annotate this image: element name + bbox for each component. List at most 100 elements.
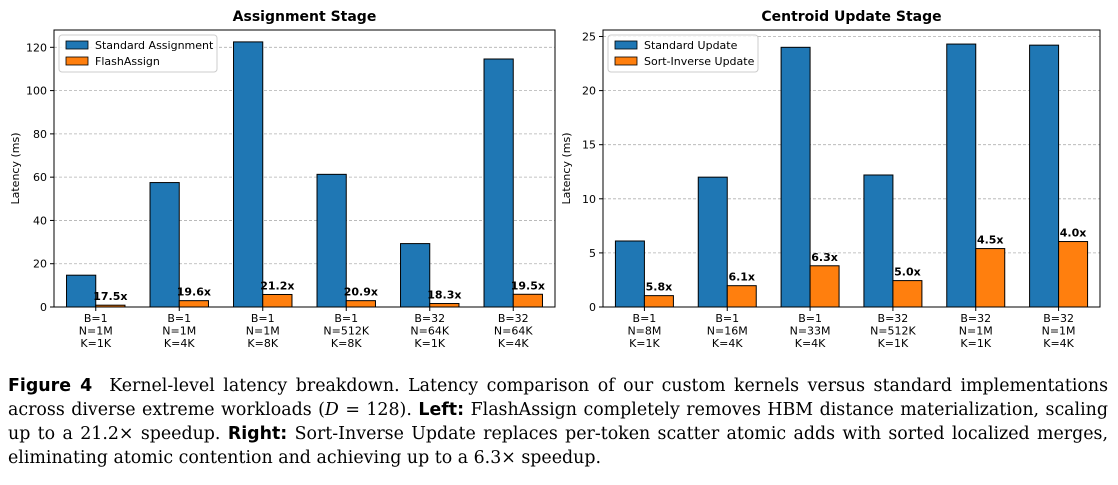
bar-optimized <box>178 300 209 308</box>
speedup-annotation: 20.9x <box>344 286 378 299</box>
x-tick-label: K=8K <box>331 337 362 350</box>
chart-panel-1: 17.5x 19.6x 21.2x 20.9x 18.3x 19.5x 0 20 40 60 80 1… <box>9 9 556 350</box>
x-tick-label: B=1 <box>798 312 822 325</box>
x-tick-label: B=1 <box>251 312 275 325</box>
x-tick-label: N=1M <box>162 325 196 338</box>
speedup-annotation: 21.2x <box>260 279 294 292</box>
x-tick-label: K=1K <box>960 337 991 350</box>
chart-title: Assignment Stage <box>233 9 377 25</box>
x-tick-label: N=1M <box>79 325 113 338</box>
caption-math-rest: = 128). <box>338 400 412 420</box>
x-tick-label: B=32 <box>498 312 529 325</box>
x-tick-label: N=16M <box>707 325 748 338</box>
bar-standard <box>780 46 811 308</box>
x-tick-label: N=512K <box>323 325 369 338</box>
axes-frame <box>53 29 556 308</box>
caption-right-label: Right: <box>227 424 288 444</box>
bar-optimized <box>892 280 923 308</box>
bar-standard <box>863 174 894 308</box>
caption-title: Kernel-level latency breakdown. Latency … <box>8 376 1109 420</box>
y-tick-label: 120 <box>26 41 47 54</box>
legend-swatch <box>65 40 89 50</box>
bar-standard <box>66 274 97 308</box>
bar-standard <box>233 41 264 308</box>
bar-standard <box>946 43 977 308</box>
legend-swatch <box>65 56 89 66</box>
y-tick-label: 0 <box>40 301 47 314</box>
x-tick-label: K=1K <box>878 337 909 350</box>
x-tick-label: N=1M <box>959 325 993 338</box>
y-axis-label: Latency (ms) <box>9 132 22 204</box>
bar-optimized <box>975 248 1006 308</box>
x-tick-label: K=1K <box>414 337 445 350</box>
bar-standard <box>483 58 514 308</box>
x-tick-label: B=1 <box>167 312 191 325</box>
legend-label: Sort-Inverse Update <box>644 55 755 68</box>
bar-optimized <box>1058 241 1089 308</box>
speedup-annotation: 19.6x <box>177 286 211 299</box>
caption-left-label: Left: <box>418 400 465 420</box>
x-tick-label: N=8M <box>627 325 661 338</box>
x-tick-label: N=64K <box>410 325 449 338</box>
bar-optimized <box>726 285 757 308</box>
x-tick-label: B=32 <box>414 312 445 325</box>
legend-label: Standard Assignment <box>95 39 214 52</box>
legend-label: Standard Update <box>644 39 738 52</box>
speedup-annotation: 4.5x <box>977 234 1004 247</box>
bar-optimized <box>512 293 543 308</box>
x-tick-label: K=1K <box>80 337 111 350</box>
y-axis-label: Latency (ms) <box>560 132 573 204</box>
chart-panel-2: 5.8x6.1x6.3x5.0x4.5x4.0x0510152025B=1N=8… <box>560 9 1101 350</box>
x-tick-label: K=1K <box>629 337 660 350</box>
x-tick-label: B=32 <box>878 312 909 325</box>
figure: 17.5x 19.6x 21.2x 20.9x 18.3x 19.5x 0 20 40 60 80 1… <box>9 9 1101 350</box>
speedup-annotation: 17.5x <box>93 290 127 303</box>
caption-label: Figure 4 <box>8 376 93 396</box>
bar-standard <box>614 240 645 308</box>
caption-math-var: D <box>324 400 339 420</box>
bar-standard <box>697 176 728 308</box>
x-tick-label: N=33M <box>790 325 831 338</box>
x-tick-label: K=4K <box>795 337 826 350</box>
x-tick-label: K=8K <box>247 337 278 350</box>
x-tick-label: B=32 <box>1043 312 1074 325</box>
chart-title: Centroid Update Stage <box>761 9 941 25</box>
bar-standard <box>400 243 431 308</box>
figure-caption: Figure 4 Kernel-level latency breakdown.… <box>8 374 1108 470</box>
x-tick-label: K=4K <box>1043 337 1074 350</box>
x-tick-label: K=4K <box>712 337 743 350</box>
y-tick-label: 0 <box>589 301 596 314</box>
y-tick-label: 100 <box>26 85 47 98</box>
y-tick-label: 80 <box>33 128 47 141</box>
x-tick-label: K=4K <box>498 337 529 350</box>
y-tick-label: 60 <box>33 171 47 184</box>
speedup-annotation: 6.1x <box>728 271 755 284</box>
y-tick-label: 10 <box>582 193 596 206</box>
speedup-annotation: 4.0x <box>1060 227 1087 240</box>
y-tick-label: 20 <box>582 85 596 98</box>
bar-standard <box>316 173 347 308</box>
bar-optimized <box>345 300 376 308</box>
y-tick-label: 25 <box>582 30 596 43</box>
x-tick-label: B=1 <box>84 312 108 325</box>
x-tick-label: N=512K <box>870 325 916 338</box>
y-tick-label: 15 <box>582 139 596 152</box>
caption-left-text: FlashAssign completely removes HBM dista… <box>8 400 1109 444</box>
speedup-annotation: 5.0x <box>894 266 921 279</box>
x-tick-label: N=64K <box>494 325 533 338</box>
x-tick-label: N=1M <box>1042 325 1076 338</box>
bar-optimized <box>643 295 674 308</box>
y-tick-label: 40 <box>33 214 47 227</box>
x-tick-label: B=1 <box>633 312 657 325</box>
legend-swatch <box>614 40 638 50</box>
legend-box <box>607 34 759 73</box>
speedup-annotation: 6.3x <box>811 251 838 264</box>
bar-optimized <box>262 293 293 308</box>
x-tick-label: B=32 <box>960 312 991 325</box>
bar-optimized <box>809 265 840 308</box>
x-tick-label: K=4K <box>164 337 195 350</box>
legend: Standard Assignment FlashAssign <box>58 34 218 73</box>
speedup-annotation: 5.8x <box>646 281 673 294</box>
x-tick-label: B=1 <box>715 312 739 325</box>
y-tick-label: 5 <box>589 247 596 260</box>
